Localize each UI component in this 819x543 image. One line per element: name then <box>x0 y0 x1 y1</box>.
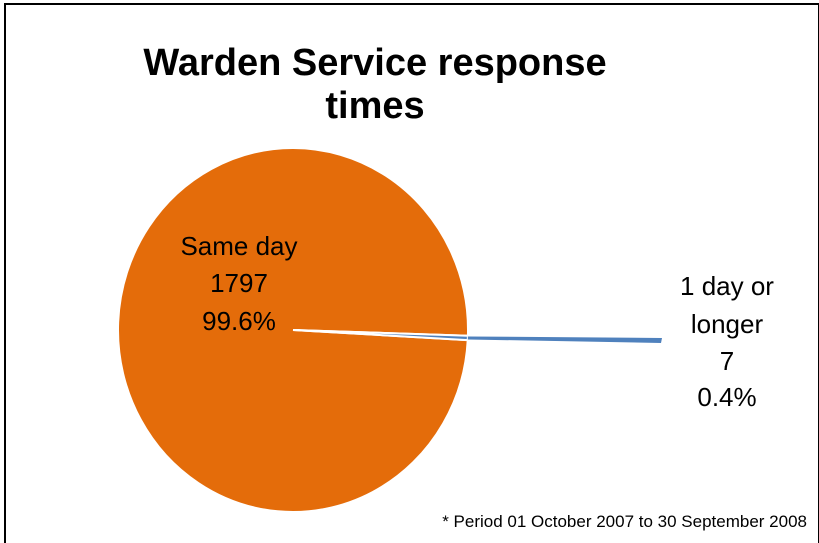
chart-title: Warden Service response times <box>70 42 680 128</box>
slice-label-1-day-name-line-2: longer <box>691 309 764 339</box>
slice-label-same-day-name: Same day <box>180 231 297 261</box>
slice-label-1-day-percent: 0.4% <box>697 382 756 412</box>
slice-label-1-day-name-line-1: 1 day or <box>680 271 774 301</box>
chart-title-line-2: times <box>325 85 425 127</box>
chart-title-line-1: Warden Service response <box>143 42 607 84</box>
slice-label-1-day-value: 7 <box>720 346 734 376</box>
leader-line-1-day-or-longer <box>467 336 662 343</box>
pie-slice-1-day-or-longer <box>292 329 469 342</box>
slice-label-same-day-percent: 99.6% <box>202 306 276 336</box>
footnote: * Period 01 October 2007 to 30 September… <box>442 512 807 531</box>
slice-label-same-day-value: 1797 <box>210 268 268 298</box>
pie-slice-same-day <box>117 147 469 513</box>
